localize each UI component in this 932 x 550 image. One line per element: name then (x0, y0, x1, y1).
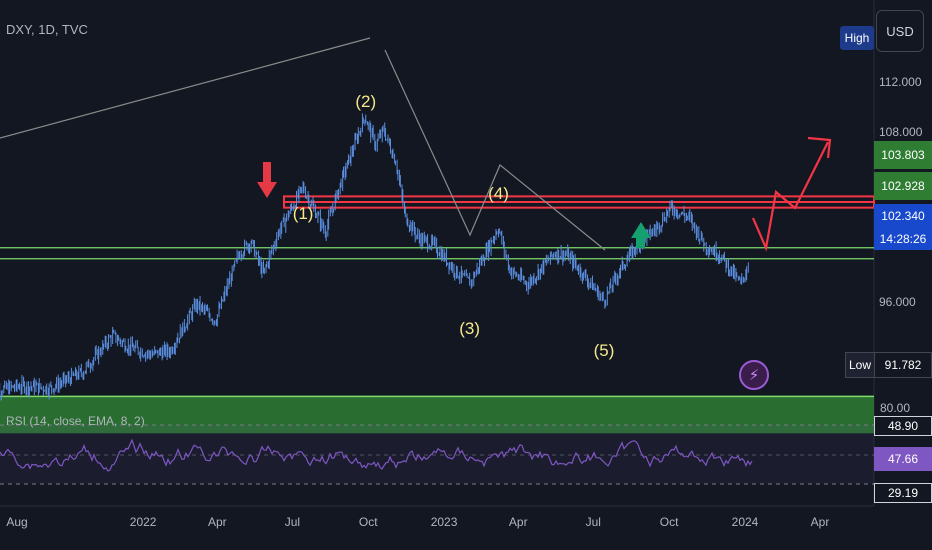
time-tick: 2022 (129, 515, 157, 529)
sell-arrow-icon (257, 162, 277, 198)
wave-label: (3) (459, 319, 481, 339)
resistance-upper-tag: 103.803 (874, 141, 932, 169)
low-label: Low (845, 352, 875, 378)
price-candles (0, 113, 749, 401)
lightning-icon[interactable]: ⚡ (739, 360, 769, 390)
rsi-pane (0, 424, 874, 485)
projection-arrowhead (807, 136, 832, 159)
wave-label: (2) (355, 92, 377, 112)
signal-arrows (257, 162, 651, 248)
rsi-upper-tag: 48.90 (874, 416, 932, 436)
rsi-lower-tag: 29.19 (874, 483, 932, 503)
time-tick: Apr (208, 515, 227, 529)
rsi-scale-label: 80.00 (880, 401, 911, 415)
time-tick: Apr (508, 515, 528, 529)
buy-arrow-icon (631, 222, 651, 248)
support-zone (0, 395, 874, 434)
time-tick: 2023 (430, 515, 458, 529)
last-price-tag: 102.340 (874, 204, 932, 228)
time-tick: Jul (284, 515, 301, 529)
rsi-current-tag: 47.66 (874, 447, 932, 471)
symbol-label: DXY, 1D, TVC (6, 22, 88, 37)
price-tick: 112.000 (879, 75, 922, 89)
time-tick: 2024 (731, 515, 759, 529)
wave-label: (4) (488, 183, 509, 203)
time-tick: Apr (810, 515, 830, 529)
wave-label: (5) (593, 340, 615, 360)
projection-line (751, 141, 829, 252)
rsi-label: RSI (14, close, EMA, 8, 2) (6, 414, 145, 428)
price-tick: 108.000 (879, 125, 923, 139)
countdown-tag: 14:28:26 (874, 228, 932, 250)
time-tick: Oct (659, 515, 679, 529)
support-zone-fill (0, 396, 874, 434)
time-tick: Aug (6, 515, 28, 529)
wave-label: (1) (292, 203, 314, 223)
price-tick: 96.000 (879, 295, 916, 309)
trend-line-rising (0, 37, 371, 139)
trend-line-waves (384, 49, 606, 251)
trend-lines (0, 37, 606, 251)
low-value-tag: 91.782 (874, 352, 932, 378)
high-label: High (840, 26, 874, 50)
resistance-lower-tag: 102.928 (874, 172, 932, 200)
time-tick: Oct (358, 515, 378, 529)
time-tick: Jul (585, 515, 601, 529)
currency-button[interactable]: USD (876, 10, 924, 52)
rsi-line (0, 438, 753, 472)
resistance-zone (283, 195, 875, 209)
projection-path (751, 136, 832, 252)
